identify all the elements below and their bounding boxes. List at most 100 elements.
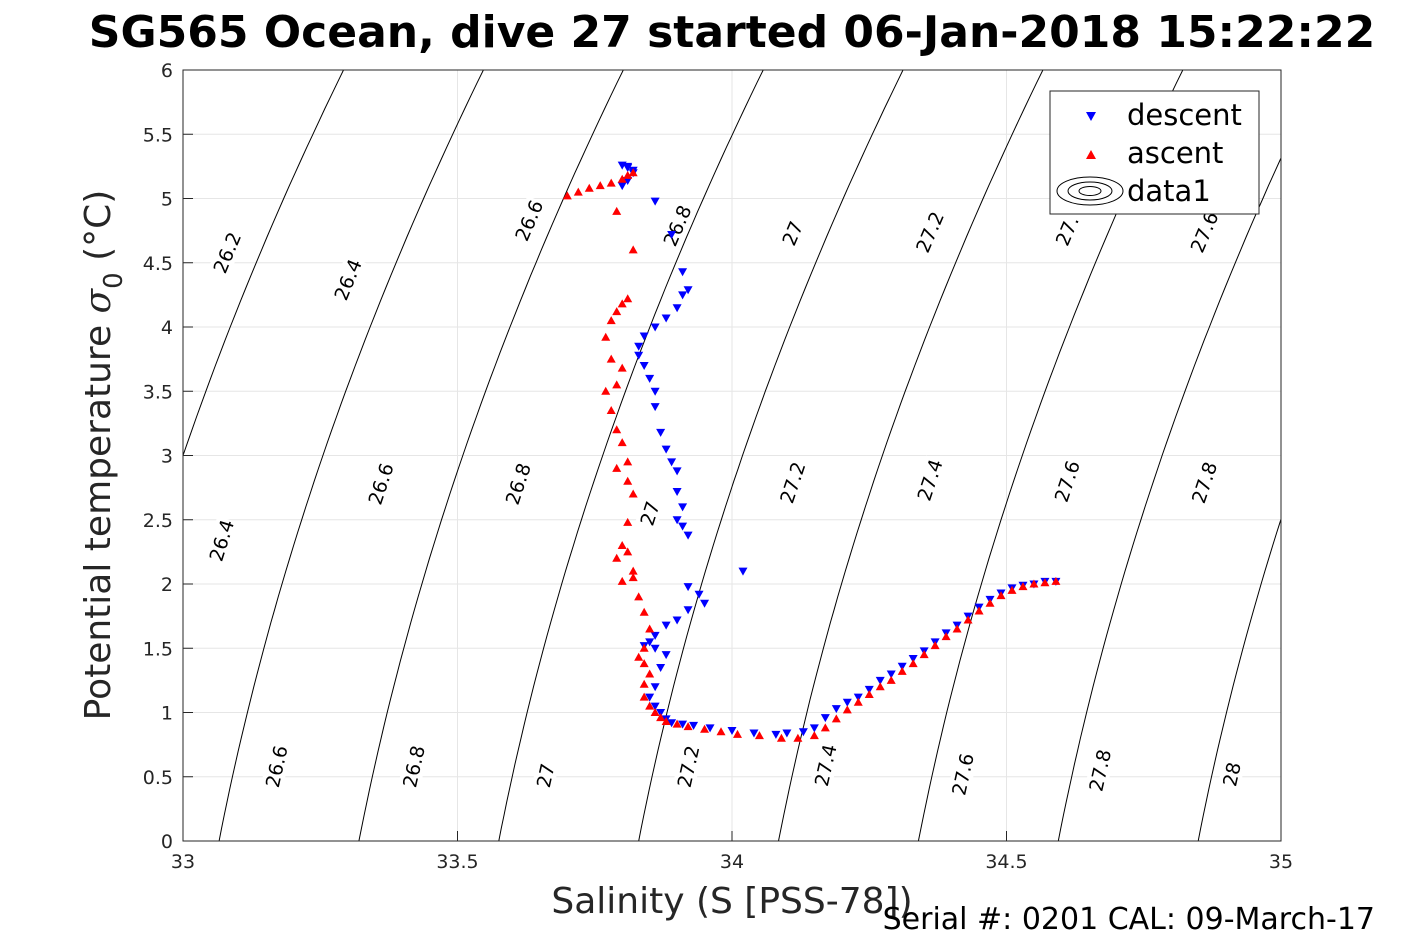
ascent-point — [1018, 582, 1028, 591]
x-tick-label: 33 — [171, 851, 195, 873]
ascent-point — [645, 624, 655, 633]
ascent-point — [645, 669, 655, 678]
ascent-point — [628, 573, 638, 582]
descent-point — [672, 304, 682, 313]
descent-point — [656, 709, 666, 717]
ascent-point — [639, 679, 649, 688]
ascent-point — [639, 659, 649, 668]
ascent-point — [672, 719, 682, 728]
descent-point — [672, 616, 682, 625]
ascent-point — [941, 632, 951, 641]
ascent-point — [628, 245, 638, 254]
descent-point — [875, 676, 885, 685]
ascent-point — [617, 299, 627, 308]
ascent-point — [1040, 578, 1050, 587]
contour-label-bg — [672, 742, 704, 791]
ascent-point — [908, 659, 918, 668]
descent-point — [809, 724, 819, 733]
descent-point — [678, 291, 688, 300]
y-tick-label: 5.5 — [143, 124, 173, 146]
ascent-point — [612, 206, 622, 215]
descent-point — [678, 503, 688, 512]
ascent-point — [952, 624, 962, 633]
y-tick-label: 5 — [161, 189, 173, 211]
descent-point — [661, 314, 671, 323]
descent-point — [661, 445, 671, 454]
ascent-point — [875, 682, 885, 691]
descent-point — [853, 693, 863, 702]
descent-point — [672, 467, 682, 476]
contour-label-bg — [632, 489, 667, 538]
contour-label-bg — [912, 455, 948, 505]
contour-label-bg — [1084, 746, 1116, 795]
contour-label-bg — [260, 742, 292, 791]
descent-point — [672, 516, 682, 525]
ascent-point — [754, 731, 764, 740]
x-axis-ticks: 33 33.5 34 34.5 35 — [171, 831, 1293, 873]
contour-label-bg — [510, 195, 548, 245]
descent-point — [678, 268, 688, 277]
ascent-point — [732, 729, 742, 738]
descent-point — [667, 230, 677, 239]
descent-point — [656, 664, 666, 673]
ascent-point — [650, 708, 660, 716]
ascent-point — [820, 723, 830, 732]
legend-box — [1049, 90, 1260, 215]
descent-point — [634, 342, 644, 351]
ascent-point — [606, 316, 616, 325]
descent-point — [782, 729, 792, 738]
y-tick-label: 6 — [161, 60, 173, 82]
x-axis-label: Salinity (S [PSS-78]) — [551, 881, 912, 922]
ascent-point — [853, 697, 863, 706]
ascent-point — [623, 517, 633, 526]
contour-label: 28 — [1219, 760, 1246, 788]
ascent-point — [612, 463, 622, 472]
y-tick-label: 0.5 — [143, 767, 173, 789]
contour-label-bg — [329, 254, 367, 304]
ascent-point — [793, 733, 803, 742]
ascent-point — [628, 168, 638, 177]
ascent-point — [700, 724, 710, 733]
ascent-point — [963, 615, 973, 624]
descent-point — [667, 458, 677, 467]
descent-point — [678, 720, 688, 729]
descent-point — [694, 590, 704, 599]
ascent-point — [683, 722, 693, 731]
descent-point — [683, 531, 693, 540]
legend-data1-label: data1 — [1127, 174, 1211, 208]
descent-point — [661, 651, 671, 660]
ascent-point — [628, 566, 638, 575]
y-tick-label: 3.5 — [143, 381, 173, 403]
y-tick-label: 1.5 — [143, 638, 173, 660]
ascent-point — [617, 363, 627, 372]
descent-point — [650, 323, 660, 332]
descent-point — [831, 705, 841, 714]
ascent-point — [612, 425, 622, 434]
ascent-point — [716, 727, 726, 736]
descent-point — [623, 162, 633, 171]
descent-point — [700, 599, 710, 608]
ascent-point — [974, 606, 984, 615]
contour-label-bg — [910, 207, 949, 257]
descent-point — [771, 730, 781, 739]
contour-label-bg — [204, 516, 239, 565]
ascent-point — [623, 294, 633, 303]
ascent-series — [562, 168, 1061, 742]
ascent-point — [617, 438, 627, 447]
ascent-point — [606, 178, 616, 187]
ascent-point — [623, 457, 633, 466]
descent-point — [738, 567, 748, 576]
ascent-point — [809, 731, 819, 740]
data-markers — [562, 161, 1061, 742]
ascent-point — [601, 386, 611, 395]
descent-point — [639, 362, 649, 371]
y-tick-label: 4 — [161, 317, 173, 339]
descent-point — [897, 662, 907, 671]
y-axis-label-subscript: 0 — [99, 272, 129, 289]
contour-label-bg — [500, 459, 536, 509]
ascent-point — [639, 607, 649, 616]
ascent-point — [831, 714, 841, 723]
y-tick-label: 1 — [161, 703, 173, 725]
ascent-point — [864, 690, 874, 699]
